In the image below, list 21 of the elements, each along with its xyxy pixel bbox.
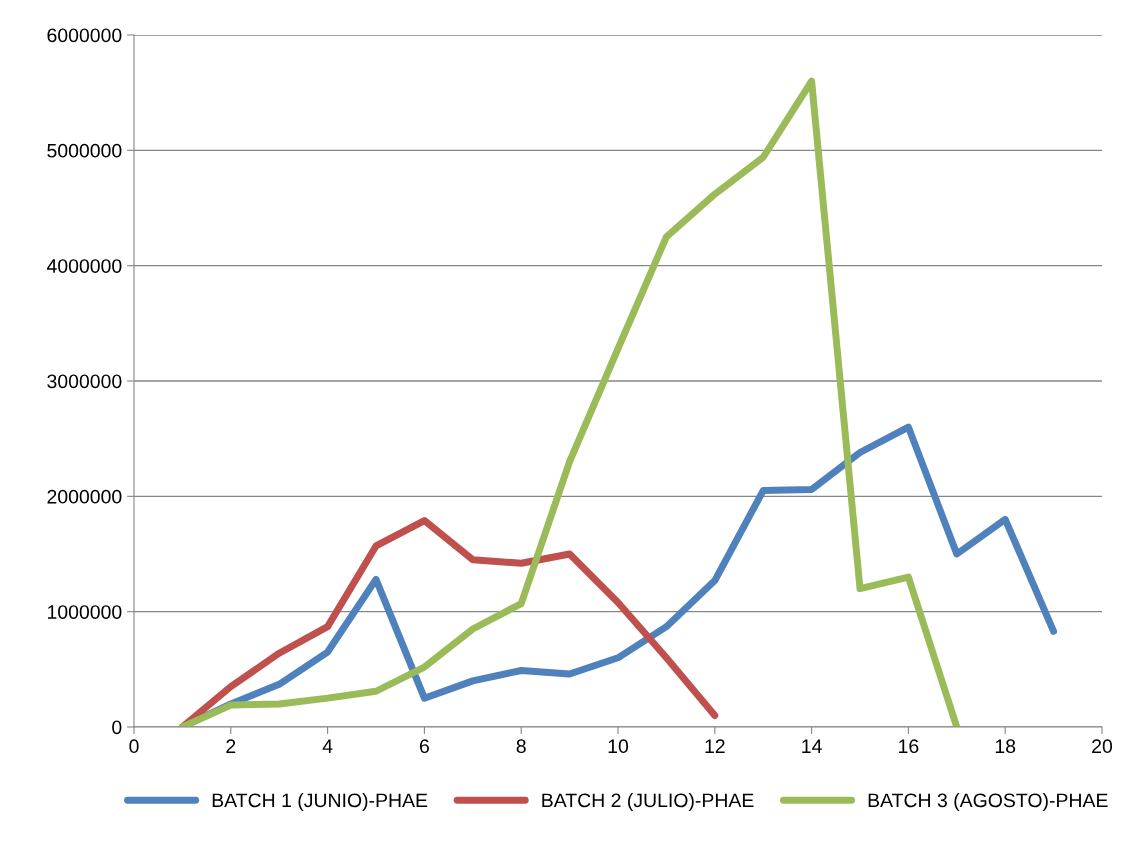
x-tick-label: 8 [516,739,526,754]
y-tick-label: 2000000 [47,489,122,504]
x-tick-label: 4 [322,739,333,753]
x-tick-label: 12 [705,739,725,753]
y-tick-label: 4000000 [46,259,122,273]
x-tick-label: 20 [1092,739,1113,754]
legend-label: BATCH 1 (JUNIO)-PHAE [212,792,428,812]
legend-label: BATCH 3 (AGOSTO)-PHAE [868,792,1108,812]
x-tick-label: 2 [226,739,236,753]
legend-label: BATCH 2 (JULIO)-PHAE [542,792,754,812]
x-tick-label: 0 [129,739,139,754]
y-tick-label: 0 [112,720,122,735]
y-tick-label: 5000000 [47,143,122,158]
x-tick-label: 6 [419,739,429,754]
x-tick-label: 18 [995,739,1016,754]
x-tick-label: 14 [802,739,822,753]
y-tick-label: 1000000 [47,605,122,619]
x-tick-label: 10 [608,739,629,754]
y-tick-label: 6000000 [47,28,122,43]
x-tick-label: 16 [899,739,919,754]
y-tick-label: 3000000 [47,374,122,389]
